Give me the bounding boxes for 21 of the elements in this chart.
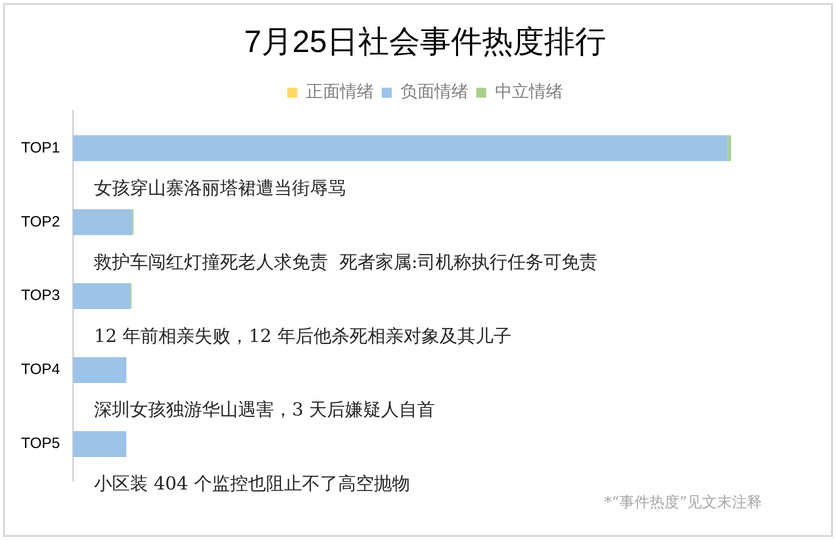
bar — [73, 209, 132, 236]
text: *“事件热度”见文末注释 — [604, 492, 762, 511]
annotation: 小区装 404 个监控也阻止不了高空抛物 — [94, 474, 410, 495]
y-tick-label: TOP1 — [21, 139, 60, 156]
bar — [73, 357, 126, 384]
bar — [728, 135, 731, 162]
y-tick-label: TOP2 — [21, 213, 60, 230]
annotation: 救护车闯红灯撞死老人求免责 死者家属:司机称执行任务可免责 — [93, 252, 598, 273]
y-tick-label: TOP5 — [21, 435, 60, 452]
annotation: 女孩穿山寨洛丽塔裙遭当街辱骂 — [94, 178, 346, 199]
y-tick-label: TOP4 — [21, 361, 60, 378]
legend-label: 负面情绪 — [400, 82, 468, 102]
annotation: 深圳女孩独游华山遇害，3 天后嫌疑人自首 — [94, 400, 436, 421]
bar — [73, 431, 126, 457]
bar — [73, 135, 728, 162]
bar — [73, 283, 130, 310]
legend-label: 正面情绪 — [306, 82, 374, 102]
y-tick-label: TOP3 — [21, 287, 60, 304]
chart-title: 7月25日社会事件热度排行 — [244, 24, 606, 60]
legend-label: 中立情绪 — [494, 82, 563, 102]
annotation: 12 年前相亲失败，12 年后他杀死相亲对象及其儿子 — [94, 326, 512, 347]
